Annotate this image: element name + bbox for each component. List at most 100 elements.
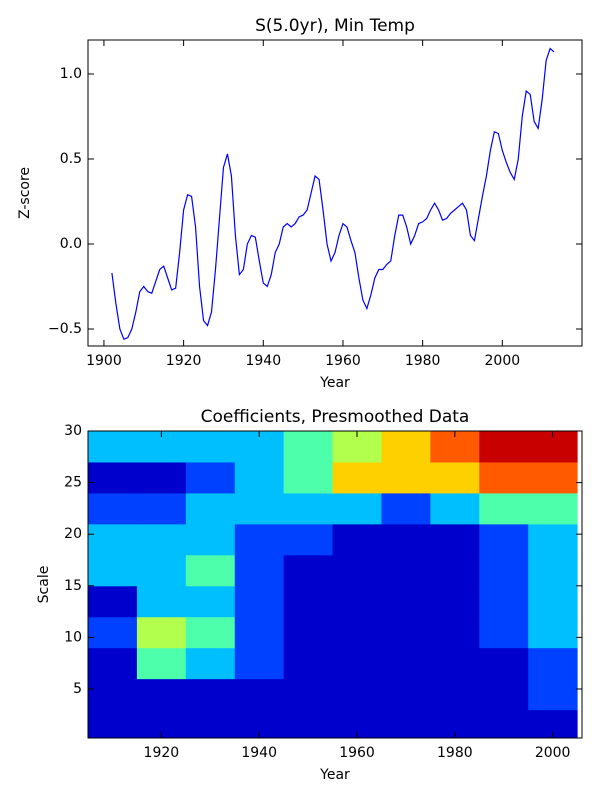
contour-cell: [479, 678, 529, 711]
x-tick-label: 1940: [245, 353, 281, 369]
y-axis-label: Scale: [36, 566, 52, 604]
plot-area: [88, 431, 578, 738]
contour-cell: [430, 678, 480, 711]
contour-cell: [185, 678, 236, 711]
contour-cell: [381, 585, 431, 618]
contour-cell: [430, 554, 480, 587]
contour-cell: [479, 616, 529, 649]
contour-cell: [528, 554, 578, 587]
contour-cell: [332, 616, 382, 649]
contour-cell: [332, 585, 382, 618]
data-line: [111, 47, 555, 340]
contour-cell: [479, 461, 529, 494]
contour-cell: [283, 554, 334, 587]
contour-cell: [185, 523, 236, 556]
contour-cell: [479, 492, 529, 525]
contour-cell: [332, 678, 382, 711]
plot-area: [111, 47, 555, 340]
contour-cell: [332, 647, 382, 680]
chart-title: Coefficients, Presmoothed Data: [201, 407, 470, 427]
y-axis-label: Z-score: [17, 167, 33, 219]
contour-cell: [381, 461, 431, 494]
contour-cell: [381, 554, 431, 587]
contour-cell: [381, 492, 431, 525]
x-tick-label: 1960: [339, 745, 375, 761]
contour-cell: [185, 616, 236, 649]
contour-cell: [136, 523, 187, 556]
x-tick-label: 2000: [485, 353, 521, 369]
contour-cell: [88, 431, 138, 463]
contour-cell: [381, 709, 431, 738]
contour-cell: [381, 647, 431, 680]
contour-cell: [136, 678, 187, 711]
contour-cell: [332, 554, 382, 587]
contour-cell: [136, 585, 187, 618]
contour-cell: [528, 492, 578, 525]
y-tick-label: 15: [64, 578, 82, 594]
y-tick-label: 1.0: [60, 66, 82, 82]
contour-cell: [136, 616, 187, 649]
contour-cell: [283, 678, 334, 711]
contour-cell: [528, 647, 578, 680]
contour-cell: [283, 492, 334, 525]
x-tick-label: 1980: [437, 745, 473, 761]
y-tick-label: 10: [64, 629, 82, 645]
y-tick-label: 20: [64, 526, 82, 542]
contour-cell: [234, 585, 285, 618]
contour-cell: [88, 585, 138, 618]
contour-cell: [430, 585, 480, 618]
contour-cell: [332, 492, 382, 525]
contour-cell: [185, 585, 236, 618]
contour-cell: [283, 647, 334, 680]
contour-cell: [528, 461, 578, 494]
contour-cell: [283, 523, 334, 556]
y-tick-label: 30: [64, 423, 82, 439]
contour-cell: [185, 492, 236, 525]
contour-cell: [430, 461, 480, 494]
x-tick-label: 1940: [241, 745, 277, 761]
contour-cell: [381, 678, 431, 711]
contour-cell: [136, 492, 187, 525]
contour-cell: [88, 616, 138, 649]
contour-cell: [479, 431, 529, 463]
contour-cell: [88, 523, 138, 556]
y-tick-label: 0.5: [60, 151, 82, 167]
contour-cell: [234, 678, 285, 711]
y-tick-label: 0.0: [60, 236, 82, 252]
contour-cell: [136, 461, 187, 494]
contour-cell: [88, 678, 138, 711]
y-tick-label: 25: [64, 475, 82, 491]
contour-cell: [479, 523, 529, 556]
x-tick-label: 1920: [166, 353, 202, 369]
contour-cell: [479, 585, 529, 618]
contour-cell: [332, 461, 382, 494]
x-tick-label: 1920: [144, 745, 180, 761]
contour-cell: [185, 647, 236, 680]
contour-cell: [479, 647, 529, 680]
contour-cell: [88, 554, 138, 587]
x-tick-label: 2000: [535, 745, 571, 761]
contour-cell: [185, 431, 236, 463]
y-tick-label: −0.5: [48, 321, 82, 337]
chart-title: S(5.0yr), Min Temp: [255, 16, 415, 36]
contour-cell: [234, 554, 285, 587]
contour-cell: [185, 461, 236, 494]
contour-cell: [430, 492, 480, 525]
contour-cell: [528, 523, 578, 556]
contour-cell: [88, 709, 138, 738]
x-axis-label: Year: [319, 375, 350, 391]
contour-cell: [479, 554, 529, 587]
contour-cell: [479, 709, 529, 738]
y-tick-label: 5: [73, 681, 82, 697]
contour-cell: [283, 616, 334, 649]
contour-cell: [234, 523, 285, 556]
contour-cell: [381, 431, 431, 463]
contour-cell: [381, 523, 431, 556]
contour-cell: [88, 461, 138, 494]
contour-cell: [528, 616, 578, 649]
contour-cell: [234, 461, 285, 494]
plot-frame: [87, 430, 583, 739]
contour-cell: [185, 554, 236, 587]
contour-cell: [430, 647, 480, 680]
